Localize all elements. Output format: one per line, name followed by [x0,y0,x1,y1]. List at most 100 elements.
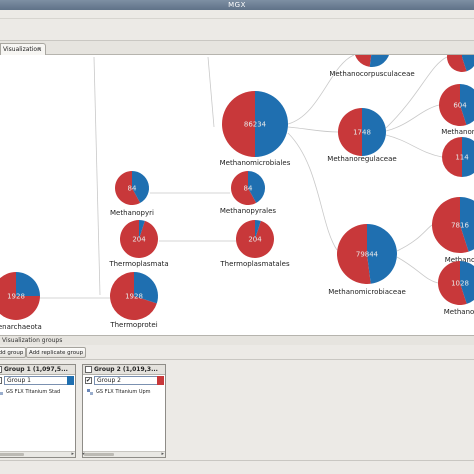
groups-toolbar: Add group Add replicate group [0,345,474,360]
node-label: Methanol [444,308,474,316]
tree-nodes[interactable]: Methanocorpusculaceae 86234 Methanomicrobi… [0,55,474,331]
tree-node-methanoregulaceae[interactable]: 1748 Methanoregulaceae [327,108,397,163]
pie-slice-group-1[interactable] [362,108,386,156]
pie-slice-group-1[interactable] [16,272,40,296]
dataset-label: GS FLX Titanium Stad [6,389,61,395]
horizontal-scrollbar[interactable]: ◂ ▸ [0,451,75,457]
list-item[interactable]: GS FLX Titanium Stad [0,388,75,396]
pie-slice-group-1[interactable] [248,171,265,203]
node-count: 79844 [356,251,379,259]
tree-node-methanomicrobiales[interactable]: 86234 Methanomicrobiales [220,91,291,167]
pie-slice-group-1[interactable] [369,55,390,67]
add-replicate-group-button[interactable]: Add replicate group [26,347,87,358]
node-count: 1028 [451,280,469,288]
pie-slice-group-2[interactable] [338,108,362,156]
pie-slice-group-2[interactable] [442,137,462,177]
pie-slice-group-2[interactable] [236,220,274,259]
group-checkbox[interactable] [0,366,2,373]
pie-slice-group-2[interactable] [439,84,467,126]
tree-node-methanopyri[interactable]: 84 Methanopyri [110,171,154,217]
group-color-swatch[interactable] [157,376,164,385]
tree-edges [40,55,448,299]
group-checkbox[interactable] [85,366,92,373]
node-label: Methanomicrobiales [220,159,291,167]
taxonomy-tree[interactable]: Methanocorpusculaceae 86234 Methanomicrobi… [0,55,474,335]
pie-slice-group-1[interactable] [460,197,474,252]
pie-slice-group-2[interactable] [231,171,257,205]
list-item[interactable]: GS FLX Titanium Upm [87,388,165,396]
group-title: Group 1 (1,097,5... [4,366,68,373]
tree-node-methanore[interactable]: 604 Methanore [439,84,474,136]
node-label: Thermoprotei [109,321,157,329]
node-label: Crenarchaeota [0,323,42,331]
tree-edge [385,134,443,158]
node-label: Thermoplasmatales [219,260,290,268]
pie-slice-group-2[interactable] [438,261,467,305]
pie-slice-group-2[interactable] [222,91,255,157]
scroll-right-icon[interactable]: ▸ [71,451,74,457]
group-panel-1[interactable]: Group 1 (1,097,5... Group 1 GS FLX Titan… [0,364,76,458]
pie-slice-group-2[interactable] [447,55,467,72]
node-count: 1748 [353,129,371,137]
visualization-canvas[interactable]: Methanocorpusculaceae 86234 Methanomicrobi… [0,55,474,335]
pie-slice-group-2[interactable] [115,171,141,205]
tree-node-thermoplasmatales[interactable]: 204 Thermoplasmatales [219,220,290,268]
tree-node-methanol-right[interactable]: 1028 Methanol [438,261,474,316]
pie-slice-group-1[interactable] [255,220,261,239]
pie-slice-group-1[interactable] [139,220,145,239]
tree-node-thermoplasmata[interactable]: 204 Thermoplasmata [108,220,169,268]
pie-slice-group-2[interactable] [354,55,372,67]
groups-area: Group 1 (1,097,5... Group 1 GS FLX Titan… [0,360,474,460]
tree-edge [287,55,355,125]
add-group-button[interactable]: Add group [0,347,27,358]
pie-slice-group-1[interactable] [460,84,474,125]
tree-edge [385,104,440,132]
group-name-field[interactable]: Group 2 [94,376,158,385]
tree-node-crenarchaeota[interactable]: 1928 Crenarchaeota [0,272,42,331]
pie-slice-group-2[interactable] [432,197,469,253]
pie-slice-group-1[interactable] [132,171,150,203]
node-label: Methano [445,256,474,264]
menu-bar [0,10,474,19]
pie-slice-group-1[interactable] [134,272,158,304]
scrollbar-thumb[interactable] [84,453,114,456]
node-label: Methanomicrobiaceae [328,288,406,296]
toolbar [0,19,474,41]
group-color-swatch[interactable] [67,376,74,385]
window-title-bar: MGX [0,0,474,10]
pie-slice-group-1[interactable] [255,91,288,157]
tree-edge [287,132,338,251]
editor-tab-strip: Visualization × [0,41,474,55]
tree-node-methanomicrobiaceae[interactable]: 79844 Methanomicrobiaceae [328,224,406,296]
tree-node-methano-right[interactable]: 7816 Methano [432,197,474,264]
tree-node-right-mid[interactable]: 114 [442,137,474,177]
tree-node-methanopyrales[interactable]: 84 Methanopyrales [220,171,277,215]
pie-slice-group-2[interactable] [337,224,371,284]
tab-label: Visualization [3,46,41,53]
node-count: 604 [453,102,467,110]
tab-visualization[interactable]: Visualization × [0,43,46,55]
node-label: Methanopyri [110,209,154,217]
pie-slice-group-1[interactable] [462,55,474,72]
group-visible-checkbox[interactable]: ✔ [85,377,92,384]
pie-slice-group-1[interactable] [367,224,398,284]
tree-node-methanocorpusculaceae[interactable]: Methanocorpusculaceae [329,55,415,78]
tree-edge [207,56,215,128]
scrollbar-thumb[interactable] [0,453,24,456]
tree-node-right-top[interactable] [447,55,474,72]
pie-slice-group-2[interactable] [0,272,40,320]
group-name-field[interactable]: Group 1 [4,376,68,385]
node-label: Methanocorpusculaceae [329,70,414,78]
tree-node-thermoprotei[interactable]: 1928 Thermoprotei [109,272,158,329]
group-panel-2[interactable]: Group 2 (1,019,3... ✔ Group 2 GS FLX Tit… [82,364,166,458]
horizontal-scrollbar[interactable]: ◂ ▸ [82,451,165,457]
close-icon[interactable]: × [36,46,42,53]
group-visible-checkbox[interactable] [0,377,2,384]
tree-edge [396,224,433,252]
scroll-left-icon[interactable]: ◂ [82,451,85,457]
pie-slice-group-1[interactable] [462,137,474,177]
scroll-right-icon[interactable]: ▸ [161,451,164,457]
pie-slice-group-2[interactable] [110,272,157,320]
dataset-label: GS FLX Titanium Upm [96,389,151,395]
pie-slice-group-1[interactable] [460,261,474,304]
